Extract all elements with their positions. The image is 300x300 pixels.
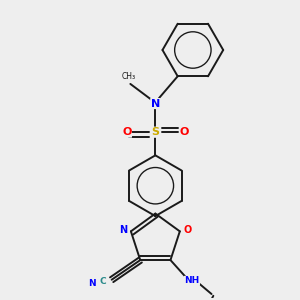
Text: O: O	[179, 127, 189, 137]
Text: N: N	[119, 225, 127, 235]
Text: C: C	[100, 277, 106, 286]
Text: O: O	[184, 225, 192, 235]
Text: CH₃: CH₃	[122, 72, 136, 81]
Text: O: O	[122, 127, 131, 137]
Text: NH: NH	[184, 276, 200, 285]
Text: N: N	[88, 279, 96, 288]
Text: S: S	[152, 127, 159, 137]
Text: N: N	[151, 99, 160, 109]
